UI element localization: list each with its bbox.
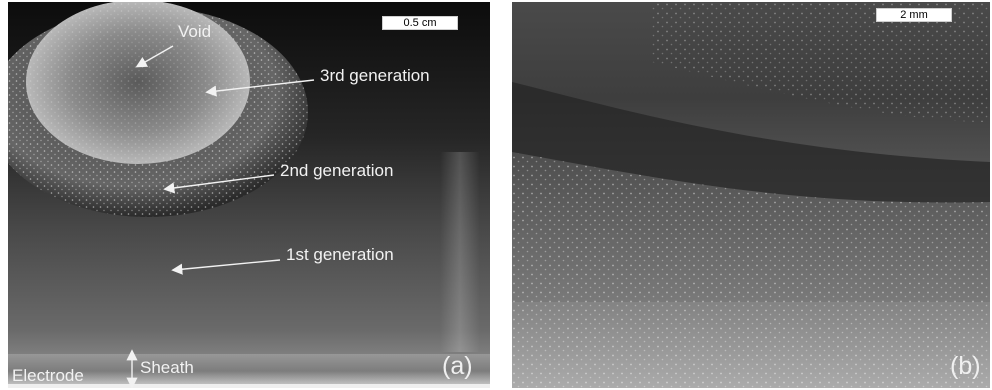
- label-electrode: Electrode: [12, 366, 84, 385]
- label-first-generation: 1st generation: [286, 245, 394, 264]
- panel-b-background: [512, 2, 990, 388]
- scale-bar-b: 2 mm: [876, 8, 952, 22]
- label-sheath: Sheath: [140, 358, 194, 377]
- panel-letter-a: (a): [442, 352, 473, 380]
- label-second-generation: 2nd generation: [280, 161, 394, 180]
- label-void: Void: [178, 22, 212, 41]
- panel-a-background: [8, 2, 490, 388]
- scale-bar-a: 0.5 cm: [382, 16, 458, 30]
- panel-letter-b: (b): [950, 352, 981, 380]
- panel-b-photo: 2 mm (b): [512, 2, 990, 388]
- label-third-generation: 3rd generation: [320, 66, 430, 85]
- panel-a-photo: 0.5 cm Void 3rd generation 2nd generatio…: [8, 2, 490, 388]
